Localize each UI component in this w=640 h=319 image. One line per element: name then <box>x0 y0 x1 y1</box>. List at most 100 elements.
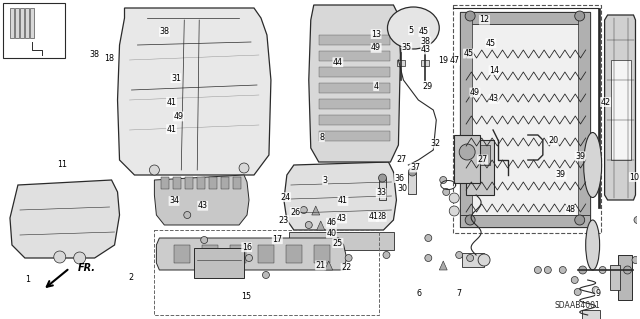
Text: 8: 8 <box>319 133 324 142</box>
Polygon shape <box>284 162 396 230</box>
Circle shape <box>465 11 475 21</box>
Text: 43: 43 <box>198 201 208 210</box>
Text: 13: 13 <box>371 30 381 39</box>
Text: 36: 36 <box>394 174 404 182</box>
Circle shape <box>425 234 432 241</box>
Circle shape <box>478 254 490 266</box>
Text: 16: 16 <box>242 243 252 252</box>
Bar <box>286 245 302 263</box>
Bar <box>397 60 405 66</box>
Polygon shape <box>308 5 401 162</box>
Text: 38: 38 <box>159 27 170 36</box>
Ellipse shape <box>586 220 600 270</box>
Ellipse shape <box>584 132 602 197</box>
Text: 7: 7 <box>456 289 461 298</box>
Circle shape <box>345 255 352 262</box>
Bar <box>609 265 620 290</box>
Bar <box>154 230 378 315</box>
Circle shape <box>262 271 269 278</box>
Text: 28: 28 <box>376 212 387 221</box>
Circle shape <box>579 266 587 274</box>
Circle shape <box>599 266 606 273</box>
Polygon shape <box>324 261 333 270</box>
Bar <box>319 131 390 141</box>
Text: 47: 47 <box>449 56 460 65</box>
Bar <box>20 8 24 38</box>
Circle shape <box>440 176 447 183</box>
Text: 39: 39 <box>575 152 585 161</box>
Circle shape <box>74 252 86 264</box>
Text: 41: 41 <box>338 197 348 205</box>
Text: 40: 40 <box>326 229 337 238</box>
Bar <box>25 8 29 38</box>
Text: 45: 45 <box>419 27 429 36</box>
Circle shape <box>632 256 639 263</box>
Text: 46: 46 <box>326 218 337 227</box>
Circle shape <box>149 165 159 175</box>
Bar <box>233 177 241 189</box>
Text: 21: 21 <box>316 261 326 270</box>
Text: 27: 27 <box>477 155 488 164</box>
Text: 42: 42 <box>600 98 611 107</box>
Bar <box>3 3 65 58</box>
Bar <box>319 67 390 77</box>
Circle shape <box>54 251 66 263</box>
Circle shape <box>559 266 566 273</box>
Bar <box>197 177 205 189</box>
Circle shape <box>574 288 581 295</box>
Bar <box>462 253 484 267</box>
Bar <box>598 8 600 208</box>
Circle shape <box>449 193 459 203</box>
Bar <box>202 245 218 263</box>
Bar <box>470 145 490 165</box>
Polygon shape <box>312 206 320 215</box>
Text: 38: 38 <box>421 37 431 46</box>
Text: 1: 1 <box>25 275 30 284</box>
Text: 4: 4 <box>374 82 379 91</box>
Text: 37: 37 <box>410 163 420 172</box>
Bar <box>319 35 390 45</box>
Circle shape <box>383 251 390 258</box>
Bar <box>230 245 246 263</box>
Circle shape <box>239 163 249 173</box>
Text: 14: 14 <box>489 66 499 75</box>
Bar <box>173 177 181 189</box>
Text: 41: 41 <box>369 212 379 221</box>
Circle shape <box>634 217 640 224</box>
Bar <box>161 177 170 189</box>
Bar <box>408 172 417 194</box>
Text: 45: 45 <box>486 39 496 48</box>
Bar <box>289 232 394 250</box>
Circle shape <box>534 266 541 273</box>
Bar <box>460 12 589 227</box>
Ellipse shape <box>387 7 439 49</box>
Bar <box>618 255 632 300</box>
Text: 43: 43 <box>421 45 431 54</box>
Circle shape <box>184 211 191 219</box>
Text: 31: 31 <box>171 74 181 83</box>
Bar <box>466 140 494 195</box>
Text: 3: 3 <box>323 176 328 185</box>
Circle shape <box>300 206 307 213</box>
Text: 15: 15 <box>242 292 252 301</box>
Circle shape <box>465 215 475 225</box>
Circle shape <box>575 11 585 21</box>
Bar <box>454 135 480 183</box>
Bar <box>460 215 589 227</box>
Circle shape <box>459 144 475 160</box>
Polygon shape <box>439 261 447 270</box>
Text: 17: 17 <box>272 235 282 244</box>
Text: 49: 49 <box>371 43 381 52</box>
Bar <box>460 12 472 227</box>
Bar <box>10 8 14 38</box>
Text: 12: 12 <box>479 15 490 24</box>
Text: 27: 27 <box>397 155 407 164</box>
Bar <box>194 248 244 278</box>
Text: 43: 43 <box>337 214 347 223</box>
Text: 35: 35 <box>402 43 412 52</box>
Text: 34: 34 <box>169 197 179 205</box>
Bar <box>30 8 34 38</box>
Bar <box>378 178 387 200</box>
Text: 41: 41 <box>166 98 177 107</box>
Text: 20: 20 <box>548 136 558 145</box>
